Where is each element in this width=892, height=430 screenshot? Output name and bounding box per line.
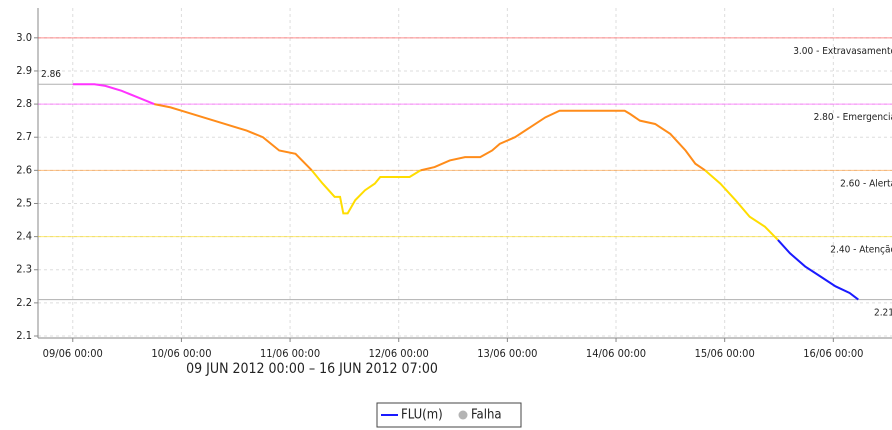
y-tick-label: 2.1 <box>16 329 32 342</box>
legend-box <box>376 402 522 428</box>
x-tick-label: 15/06 00:00 <box>695 347 755 360</box>
x-tick-label: 11/06 00:00 <box>260 347 320 360</box>
x-axis-label: 09 JUN 2012 00:00 – 16 JUN 2012 07:00 <box>186 361 438 377</box>
series-line <box>311 169 421 215</box>
reference-label: 2.21 <box>874 308 892 319</box>
x-tick-label: 10/06 00:00 <box>151 347 211 360</box>
legend-label: Falha <box>471 408 502 423</box>
x-tick-label: 12/06 00:00 <box>369 347 429 360</box>
x-tick-label: 16/06 00:00 <box>803 347 863 360</box>
y-tick-label: 2.4 <box>16 230 32 243</box>
series-line <box>704 169 779 241</box>
x-tick-label: 09/06 00:00 <box>43 347 103 360</box>
y-tick-label: 2.3 <box>16 263 32 276</box>
series-line <box>420 109 706 172</box>
threshold-label: 3.00 - Extravasamento <box>793 46 892 57</box>
y-tick-label: 2.2 <box>16 296 32 309</box>
y-tick-label: 2.9 <box>16 64 32 77</box>
series-line <box>154 103 313 172</box>
threshold-label: 2.60 - Alerta <box>840 178 892 189</box>
y-tick-label: 2.6 <box>16 163 32 176</box>
legend-label: FLU(m) <box>401 408 443 423</box>
series-line <box>72 83 155 106</box>
y-tick-label: 3.0 <box>16 31 32 44</box>
y-tick-label: 2.7 <box>16 130 32 143</box>
y-tick-label: 2.5 <box>16 196 32 209</box>
y-tick-label: 2.8 <box>16 97 32 110</box>
threshold-label: 2.80 - Emergencia <box>814 112 892 123</box>
legend-swatch <box>458 410 468 420</box>
series-line <box>777 239 859 301</box>
reference-label: 2.86 <box>41 69 61 80</box>
x-tick-label: 13/06 00:00 <box>477 347 537 360</box>
x-tick-label: 14/06 00:00 <box>586 347 646 360</box>
threshold-label: 2.40 - Atenção <box>830 245 892 256</box>
